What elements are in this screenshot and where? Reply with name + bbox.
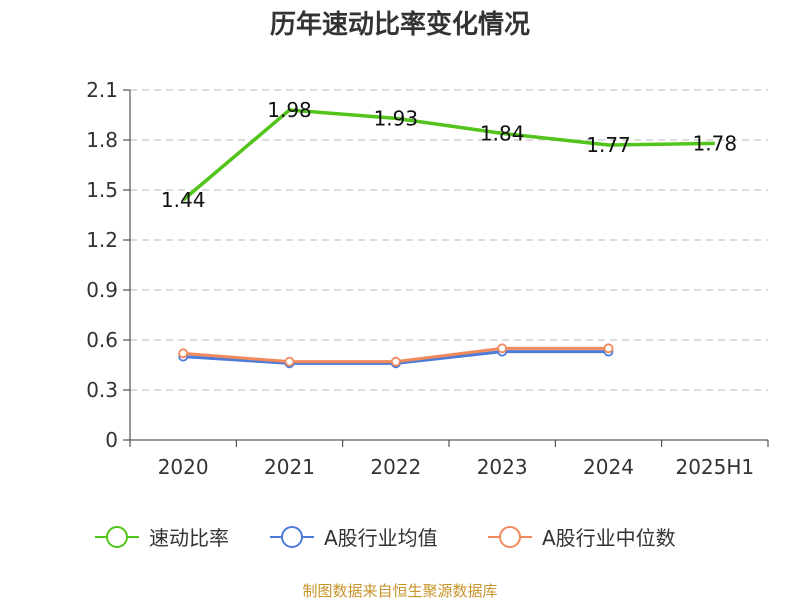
legend-label: 速动比率 (149, 526, 229, 550)
series-point-2 (603, 343, 614, 354)
series-point-2 (178, 348, 189, 359)
series-point-2 (497, 343, 508, 354)
series-point-2 (284, 356, 295, 367)
data-label: 1.78 (693, 131, 738, 155)
y-tick-label: 2.1 (86, 78, 118, 102)
series-layer (178, 108, 715, 369)
x-tick-label: 2020 (158, 455, 209, 479)
x-tick-label: 2022 (370, 455, 421, 479)
legend-item-0: 速动比率 (95, 526, 229, 550)
legend: 速动比率 A股行业均值 A股行业中位数 (95, 526, 676, 550)
legend-marker (106, 526, 128, 548)
grid-lines (130, 89, 768, 391)
legend-marker (281, 526, 303, 548)
source-note: 制图数据来自恒生聚源数据库 (302, 582, 497, 600)
x-tick-label: 2025H1 (675, 455, 754, 479)
y-tick-label: 1.8 (86, 128, 118, 152)
series-line-0 (182, 108, 715, 202)
y-tick-label: 0.3 (86, 378, 118, 402)
legend-marker (499, 526, 521, 548)
data-label: 1.44 (161, 188, 206, 212)
legend-label: A股行业中位数 (542, 526, 676, 550)
x-tick-label: 2024 (583, 455, 634, 479)
data-labels: 1.44 1.98 1.93 1.84 1.77 1.78 (161, 98, 737, 212)
axes: 0 0.3 0.6 0.9 1.2 1.5 1.8 2.1 2020 2021 2022 2023 20… (86, 78, 769, 479)
series-point-2 (390, 356, 401, 367)
data-label: 1.77 (586, 133, 631, 157)
legend-label: A股行业均值 (324, 526, 438, 550)
y-tick-label: 1.2 (86, 228, 118, 252)
y-tick-label: 0.6 (86, 328, 118, 352)
data-label: 1.98 (267, 98, 312, 122)
data-label: 1.93 (374, 106, 419, 130)
legend-item-1: A股行业均值 (270, 526, 438, 550)
legend-item-2: A股行业中位数 (488, 526, 676, 550)
data-label: 1.84 (480, 121, 525, 145)
y-tick-label: 1.5 (86, 178, 118, 202)
x-tick-label: 2021 (264, 455, 315, 479)
y-tick-label: 0 (105, 428, 118, 452)
chart-title: 历年速动比率变化情况 (270, 9, 530, 40)
y-tick-label: 0.9 (86, 278, 118, 302)
x-tick-label: 2023 (477, 455, 528, 479)
